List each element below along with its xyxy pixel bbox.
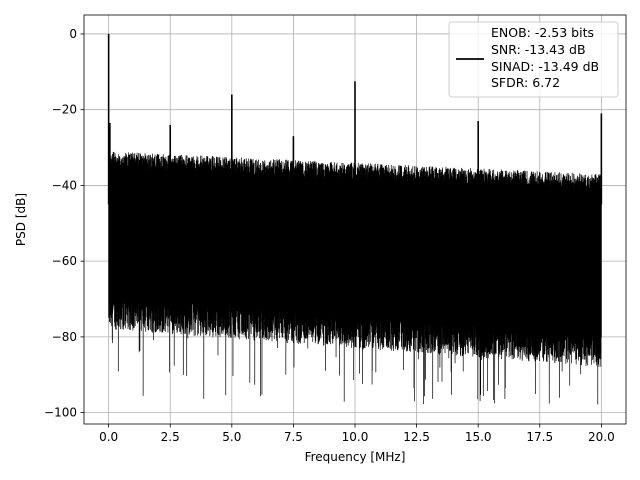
x-tick-label: 2.5 <box>161 430 180 444</box>
x-tick-label: 15.0 <box>465 430 492 444</box>
y-tick-label: −60 <box>52 254 77 268</box>
legend-sinad: SINAD: -13.49 dB <box>491 59 599 74</box>
y-axis: 0 −20 −40 −60 −80 −100 <box>44 27 84 420</box>
psd-trace <box>107 33 603 405</box>
x-tick-label: 10.0 <box>342 430 369 444</box>
x-axis: 0.0 2.5 5.0 7.5 10.0 12.5 15.0 17.5 20.0 <box>99 424 615 444</box>
x-tick-label: 17.5 <box>526 430 553 444</box>
legend-snr: SNR: -13.43 dB <box>491 42 586 57</box>
legend: ENOB: -2.53 bits SNR: -13.43 dB SINAD: -… <box>448 21 619 98</box>
legend-box <box>448 21 619 98</box>
legend-sfdr: SFDR: 6.72 <box>491 75 560 90</box>
x-tick-label: 12.5 <box>403 430 430 444</box>
y-tick-label: −40 <box>52 178 77 192</box>
x-tick-label: 20.0 <box>588 430 615 444</box>
legend-enob: ENOB: -2.53 bits <box>491 25 594 40</box>
x-tick-label: 5.0 <box>222 430 241 444</box>
x-tick-label: 0.0 <box>99 430 118 444</box>
y-tick-label: −80 <box>52 330 77 344</box>
x-axis-label: Frequency [MHz] <box>305 450 406 464</box>
x-tick-label: 7.5 <box>284 430 303 444</box>
y-tick-label: −100 <box>44 406 77 420</box>
y-axis-label: PSD [dB] <box>14 193 28 246</box>
y-tick-label: −20 <box>52 103 77 117</box>
y-tick-label: 0 <box>69 27 77 41</box>
